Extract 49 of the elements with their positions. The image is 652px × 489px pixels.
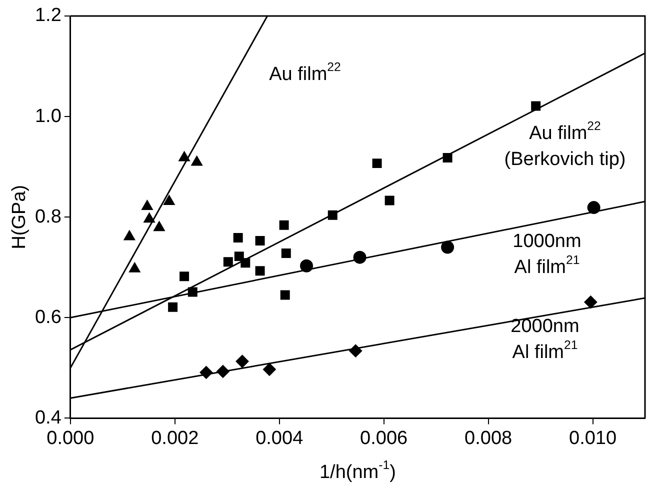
y-tick-label: 1.2 [34, 5, 62, 26]
point [300, 259, 314, 272]
y-tick-label: 1.0 [34, 106, 62, 127]
point [144, 212, 155, 223]
point [280, 290, 290, 300]
x-tick-label: 0.002 [151, 428, 199, 449]
point [262, 362, 276, 376]
point [163, 195, 175, 206]
point [531, 101, 541, 111]
x-tick-label: 0.000 [46, 428, 94, 449]
point [353, 250, 366, 264]
point [124, 230, 136, 240]
point [216, 364, 230, 378]
point [442, 153, 452, 163]
point [142, 200, 153, 210]
point [281, 248, 291, 258]
point [178, 151, 190, 162]
point [188, 287, 198, 297]
y-tick-label: 0.4 [34, 407, 62, 428]
point [255, 266, 265, 276]
point [255, 236, 265, 246]
y-tick-label: 0.6 [34, 306, 62, 328]
point [180, 272, 190, 282]
point [441, 240, 454, 254]
y-axis-title: H(GPa) [9, 184, 30, 250]
y-tick-label: 0.8 [34, 206, 62, 228]
point [587, 201, 600, 214]
point [372, 158, 382, 168]
annotation: 2000nm [510, 316, 580, 338]
point [128, 262, 140, 272]
x-tick-label: 0.006 [360, 428, 408, 449]
x-tick-label: 0.008 [464, 428, 512, 449]
point [584, 296, 598, 309]
point [384, 196, 394, 206]
point [191, 156, 203, 166]
point [240, 258, 250, 268]
point [200, 366, 213, 379]
point [154, 221, 165, 232]
annotation: (Berkovich tip) [504, 149, 626, 170]
point [279, 220, 289, 230]
point [168, 302, 178, 312]
point [328, 210, 338, 220]
point [223, 257, 233, 267]
x-tick-label: 0.004 [256, 428, 304, 449]
x-tick-label: 0.010 [568, 428, 617, 449]
point [236, 354, 249, 368]
annotation: 1000nm [512, 231, 582, 252]
point [233, 232, 243, 242]
point [349, 344, 362, 358]
